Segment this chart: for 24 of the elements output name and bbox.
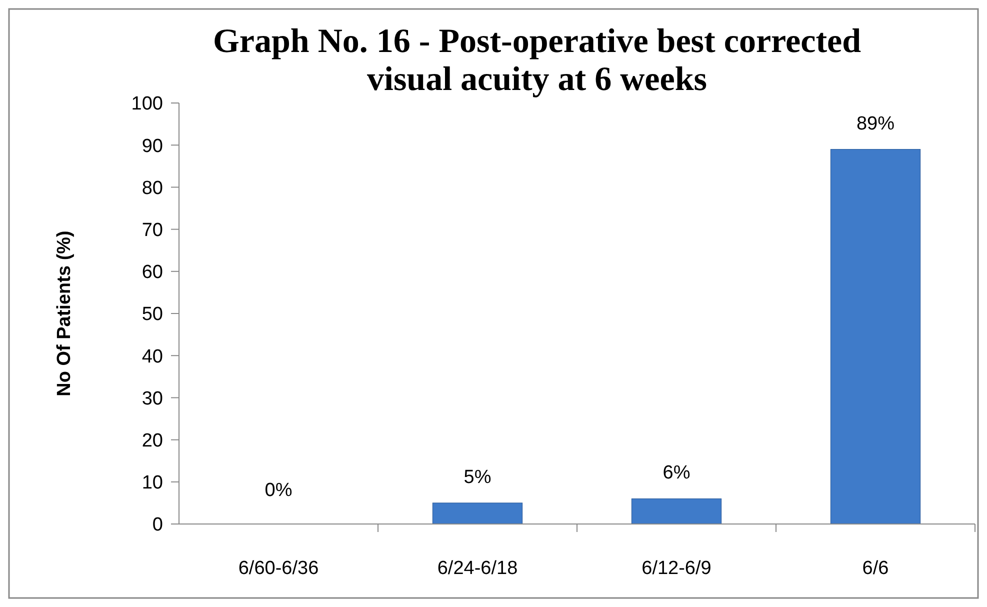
chart-title: Graph No. 16 - Post-operative best corrected visual acuity at 6 weeks xyxy=(212,23,862,98)
y-tick-label: 30 xyxy=(142,388,163,410)
x-tick-label: 6/60-6/36 xyxy=(238,558,319,579)
y-tick-label: 100 xyxy=(131,94,163,115)
y-tick-label: 70 xyxy=(142,220,163,241)
data-label: 5% xyxy=(464,466,492,488)
y-tick-label: 80 xyxy=(142,178,163,199)
y-tick-label: 0 xyxy=(152,514,163,536)
x-tick-label: 6/12-6/9 xyxy=(642,558,712,579)
data-label: 6% xyxy=(662,462,690,484)
bar xyxy=(631,498,722,524)
y-tick-label: 40 xyxy=(142,346,163,368)
y-tick-label: 50 xyxy=(142,304,163,326)
x-tick-label: 6/6 xyxy=(862,558,889,579)
x-tick-label: 6/24-6/18 xyxy=(437,558,518,579)
y-tick-label: 90 xyxy=(142,136,163,157)
data-label: 89% xyxy=(856,113,895,134)
y-tick-label: 60 xyxy=(142,262,163,284)
y-axis-title: No Of Patients (%) xyxy=(54,230,75,396)
y-tick-label: 20 xyxy=(142,430,163,452)
data-label: 0% xyxy=(264,480,292,501)
y-tick-label: 10 xyxy=(142,472,163,494)
bar xyxy=(432,502,523,524)
bar xyxy=(830,149,921,524)
